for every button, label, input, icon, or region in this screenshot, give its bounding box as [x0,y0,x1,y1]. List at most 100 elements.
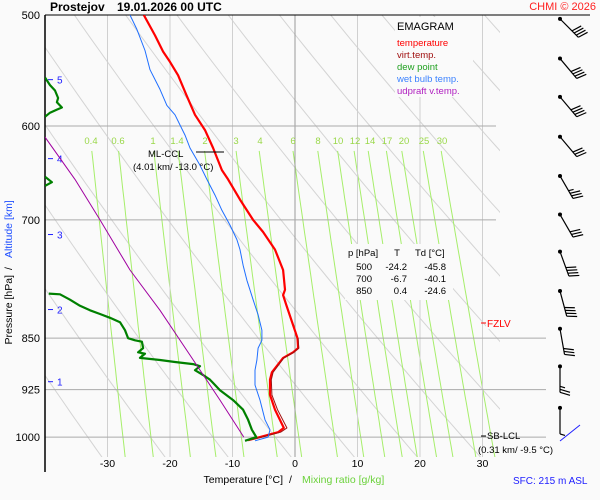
mixing-ratio-label: 2 [202,136,207,147]
mixing-ratio-label: 8 [315,136,320,147]
x-tick-label: -30 [100,458,115,470]
mixing-ratio-label: 20 [399,136,410,147]
wind-barb-tick [569,190,581,194]
x-tick-label: -10 [225,458,240,470]
y-tick-label: 925 [22,385,40,397]
table-cell: -24.2 [385,262,407,273]
mixing-ratio-line [385,150,438,457]
wind-barb-staff [559,290,568,317]
wind-barb-tick [572,195,584,200]
wind-barb-tick [571,192,582,197]
wind-barb-tick [575,29,586,36]
curves-clipped [45,15,300,442]
wind-barb-tick [571,25,582,32]
mixing-ratio-label: 30 [437,136,448,147]
sounding-curves [45,15,300,442]
wind-barb-tick [578,31,588,38]
wind-barb-tick [576,151,587,158]
dry-adiabat [45,46,355,457]
wind-barb [558,16,588,38]
table-row: 500 -24.2 -45.8 [356,262,446,273]
wind-barb [558,326,575,357]
mixing-ratio-line [317,150,365,457]
data-table-box [345,244,453,300]
y-tick-label: 500 [22,10,40,22]
wind-barb-tick [572,234,584,238]
wind-barb-tick [574,149,585,155]
legend-virt-temp: virt.temp. [397,50,436,61]
wind-barb-tick [572,107,583,113]
mixing-ratio-line [353,150,403,457]
table-cell: -24.6 [424,286,446,297]
y-axis-sep: / [3,267,15,270]
sb-lcl-label: SB-LCL [487,431,520,442]
x-tick-label: 20 [414,458,426,470]
wind-barb-half-tick [559,385,566,389]
background-lines: -30 -20 -10 0 10 20 300.4 0.6 1 1.4 2 3 4 6 8 10 12 14 17 2… [16,0,600,472]
dew-point-line [48,292,258,442]
mixing-ratio-label: 12 [350,136,361,147]
wind-barb-tick [559,388,571,393]
wind-barb [558,364,571,396]
udpraft-v-temp-line [45,136,245,438]
wind-barb-tick [564,353,575,357]
wind-barb-staff [559,328,566,355]
table-cell: 700 [356,274,372,285]
station-title: Prostejov [50,0,105,14]
table-cell: -6.7 [391,274,407,285]
wind-barb-staff [559,175,574,199]
dry-adiabat [176,15,500,410]
wind-barb-tick [574,109,585,115]
legend-updraft: udpraft v.temp. [397,86,460,97]
dry-adiabat [513,0,600,461]
wind-barb-tick [570,105,581,111]
x-tick-label: 10 [352,458,364,470]
wind-barb-half-tick [559,433,566,436]
x-axis-label-mixing: Mixing ratio [g/kg] [302,474,384,486]
virt-temp-line [249,338,300,441]
legend-title: EMAGRAM [397,21,454,33]
x-tick-label: 0 [292,458,298,470]
mixing-ratio-line [204,150,245,457]
mixing-ratio-label: 25 [419,136,430,147]
dry-adiabat [330,15,500,214]
wind-barb-tick [571,231,582,236]
mixing-ratio-line [292,150,338,457]
wind-barb-staff [559,18,579,38]
mixing-ratio-label: 17 [382,136,393,147]
ml-ccl-detail: (4.01 km/ -13.0 °C) [133,162,213,173]
wind-barb-tick [559,391,571,396]
mixing-ratio-line [118,150,154,457]
table-header-p: p [hPa] [348,248,378,259]
dew-point-line [45,175,54,187]
wind-barbs [558,16,588,442]
legend-dew-point: dew point [397,62,438,73]
wind-barb-tick [565,266,577,269]
mixing-ratio-line [235,150,278,457]
mixing-ratio-line [440,150,496,457]
wind-barb [558,289,578,318]
dry-adiabat [45,204,229,457]
y-axis-label: Pressure [hPa] [3,275,15,345]
table-header-td: Td [°C] [415,248,445,259]
wind-barb-tick [576,73,587,80]
legend-temperature: temperature [397,38,448,49]
altitude-tick-label: 4 [57,155,63,166]
copyright: CHMI © 2026 [529,1,596,13]
wind-barb-tick [570,66,581,73]
table-cell: 500 [356,262,372,273]
mixing-ratio-line [422,150,477,457]
table-row: 850 0.4 -24.6 [356,286,446,297]
wet-bulb-temp-line [129,15,271,442]
table-cell: -45.8 [424,262,446,273]
table-cell: -40.1 [424,274,446,285]
table-header-t: T [394,248,400,259]
mixing-ratio-line [177,150,217,457]
dry-adiabat [45,123,292,457]
dry-adiabat [278,15,500,277]
mixing-ratio-label: 10 [333,136,344,147]
y-tick-label: 700 [22,215,40,227]
datetime-title: 19.01.2026 00 UTC [117,0,222,14]
clipped-grid [45,0,600,461]
wind-barb-tick [563,350,575,354]
